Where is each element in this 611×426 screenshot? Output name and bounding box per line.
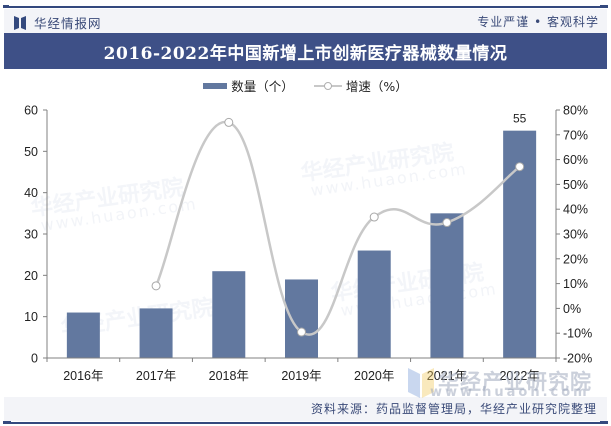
bottom-rule	[4, 422, 607, 424]
bottom-rule-cap-right	[600, 421, 608, 424]
legend-bar-swatch	[203, 82, 228, 89]
legend-line-swatch-icon	[313, 81, 342, 90]
bottom-rule-cap-left	[3, 421, 11, 424]
corner-watermark: 华经产业研究院	[408, 366, 592, 398]
source-note: 资料来源：药品监督管理局，华经产业研究院整理	[310, 402, 597, 416]
legend-label-growth: 增速（%）	[345, 79, 408, 94]
x-tick-label: 2018年	[209, 369, 249, 383]
right-tick-label: 10%	[563, 277, 588, 291]
right-tick-label: 0%	[563, 302, 581, 316]
right-tick-label: -20%	[563, 352, 592, 366]
growth-point-marker	[151, 281, 161, 291]
right-tick-label: 40%	[563, 203, 588, 217]
watermark-url: www.huaon.com	[430, 385, 590, 400]
slogan: 专业严谨 • 客观科学	[477, 15, 599, 29]
brand-name: 华经情报网	[34, 16, 102, 31]
watermark-logo-icon	[408, 368, 434, 398]
top-rule-cap-right	[600, 5, 608, 8]
legend-item-count: 数量（个）	[203, 76, 294, 95]
growth-point-marker	[515, 162, 525, 172]
left-tick-label: 10	[24, 310, 38, 324]
footer-bar	[4, 397, 607, 421]
x-tick-label: 2016年	[63, 369, 103, 383]
bar	[139, 308, 173, 358]
growth-point-marker	[369, 212, 379, 222]
bar	[212, 271, 246, 358]
x-tick-label: 2019年	[281, 369, 321, 383]
growth-point-marker	[297, 327, 306, 337]
legend-label-count: 数量（个）	[231, 79, 294, 94]
bar	[430, 213, 464, 358]
x-tick-label: 2022年	[499, 369, 539, 383]
legend-item-growth: 增速（%）	[313, 76, 408, 95]
chart-title: 2016-2022年中国新增上市创新医疗器械数量情况	[103, 43, 508, 64]
growth-line	[154, 121, 521, 336]
watermark-text: 华经产业研究院	[438, 370, 592, 394]
top-rule	[4, 6, 607, 8]
title-bar: 2016-2022年中国新增上市创新医疗器械数量情况	[4, 33, 607, 69]
x-tick-label: 2021年	[427, 369, 467, 383]
x-tick-label: 2020年	[354, 369, 394, 383]
right-tick-label: 80%	[563, 104, 588, 118]
left-tick-label: 60	[24, 104, 38, 118]
left-tick-label: 0	[31, 352, 38, 366]
right-tick-label: 60%	[563, 153, 588, 167]
growth-point-marker	[442, 218, 452, 228]
brand: 华经情报网	[14, 13, 102, 32]
left-tick-label: 30	[24, 228, 38, 242]
right-tick-label: -10%	[563, 327, 592, 341]
x-tick-label: 2017年	[136, 369, 176, 383]
left-tick-label: 20	[24, 269, 38, 283]
header-bar	[4, 9, 607, 33]
right-tick-label: 70%	[563, 128, 588, 142]
brand-logo-icon	[14, 15, 26, 30]
chart-legend: 数量（个） 增速（%）	[0, 76, 611, 95]
right-tick-label: 50%	[563, 178, 588, 192]
left-tick-label: 50	[24, 145, 38, 159]
right-tick-label: 30%	[563, 228, 588, 242]
top-rule-cap-left	[3, 5, 9, 8]
left-tick-label: 40	[24, 186, 38, 200]
bar	[66, 312, 100, 358]
bar	[357, 250, 391, 358]
growth-point-marker	[224, 117, 234, 127]
bar-data-label: 55	[513, 112, 527, 126]
right-tick-label: 20%	[563, 252, 588, 266]
